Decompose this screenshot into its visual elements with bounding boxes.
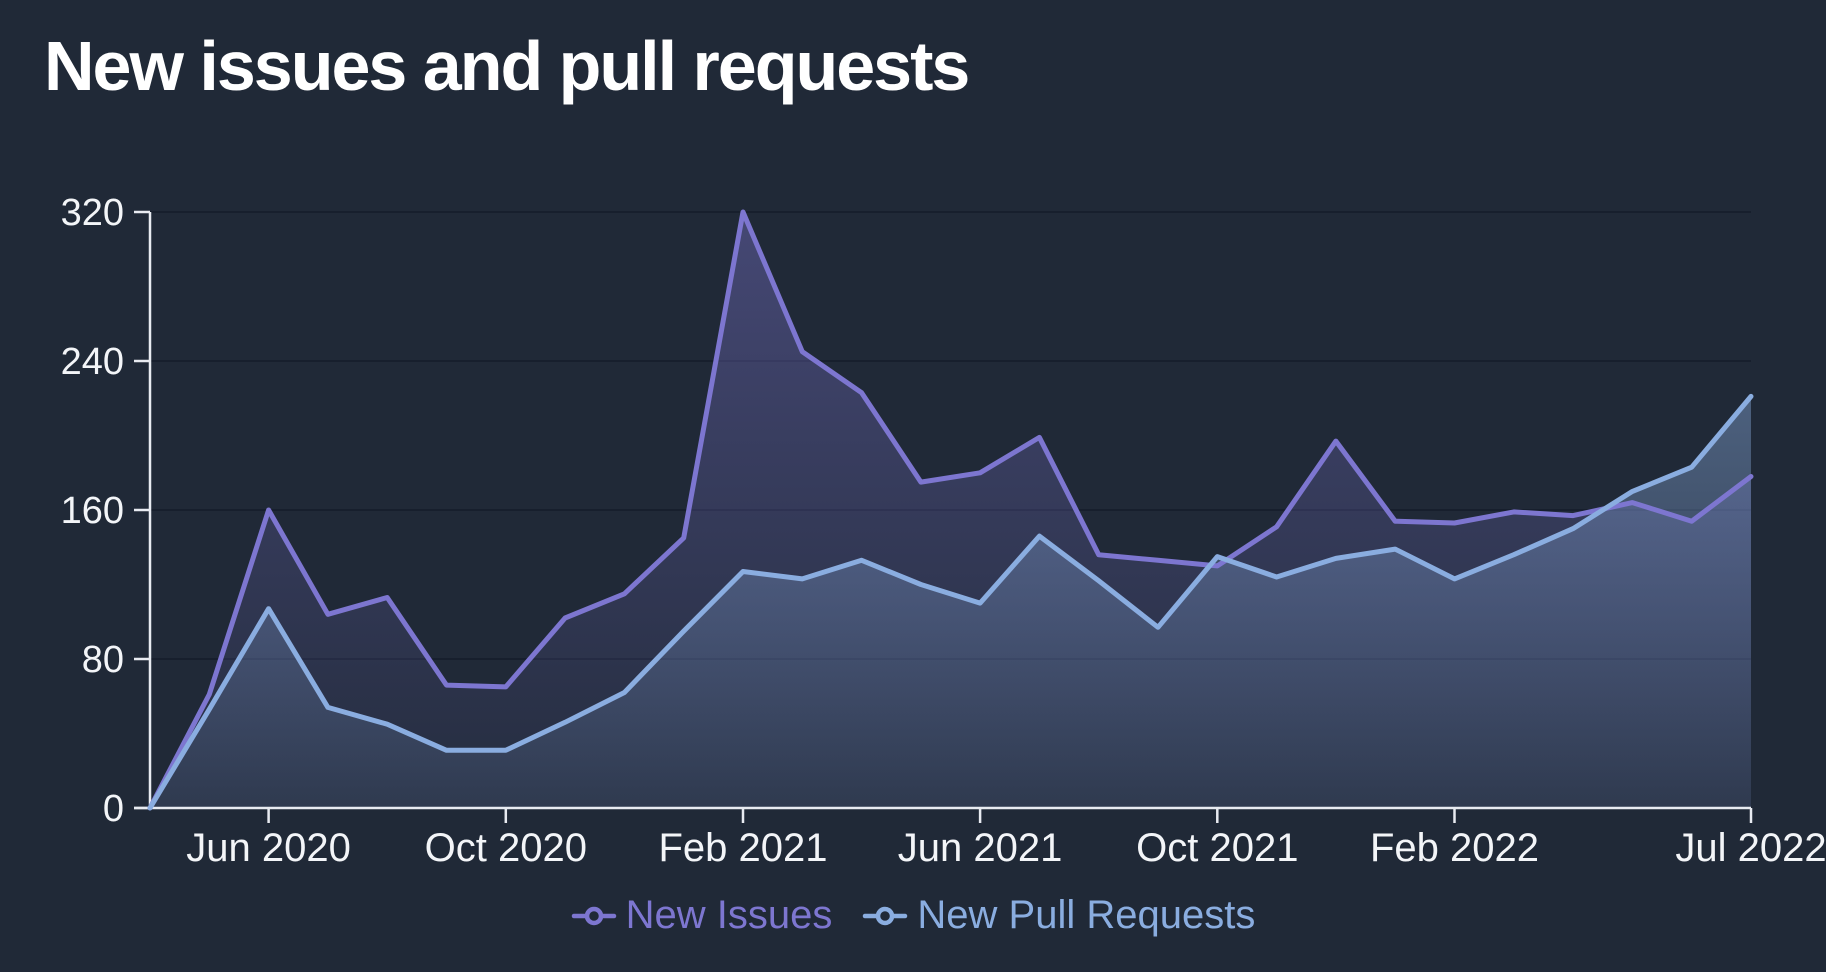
chart-legend: New Issues New Pull Requests [0,893,1826,938]
line-circle-marker-icon [863,906,908,925]
x-tick-label: Feb 2021 [658,826,827,870]
line-circle-marker-icon [571,906,616,925]
x-tick-label: Feb 2022 [1370,826,1539,870]
legend-item-new-issues[interactable]: New Issues [571,893,833,938]
x-tick-label: Jun 2021 [898,826,1063,870]
x-tick-label: Jul 2022 [1675,826,1826,870]
legend-item-new-pull-requests[interactable]: New Pull Requests [862,893,1255,938]
x-tick-label: Oct 2021 [1136,826,1298,870]
x-tick-label: Jun 2020 [186,826,351,870]
y-tick-label: 80 [82,639,124,681]
legend-label-new-pull-requests: New Pull Requests [917,893,1256,937]
x-tick-label: Oct 2020 [425,826,587,870]
y-tick-label: 240 [61,341,124,383]
issues-line [147,209,1754,811]
page-title: New issues and pull requests [44,27,970,105]
y-tick-label: 320 [61,192,124,234]
legend-label-new-issues: New Issues [625,893,833,937]
pull-requests-area [150,396,1751,808]
y-tick-label: 0 [103,788,124,830]
pull-requests-line [147,393,1754,811]
y-tick-label: 160 [61,490,124,532]
